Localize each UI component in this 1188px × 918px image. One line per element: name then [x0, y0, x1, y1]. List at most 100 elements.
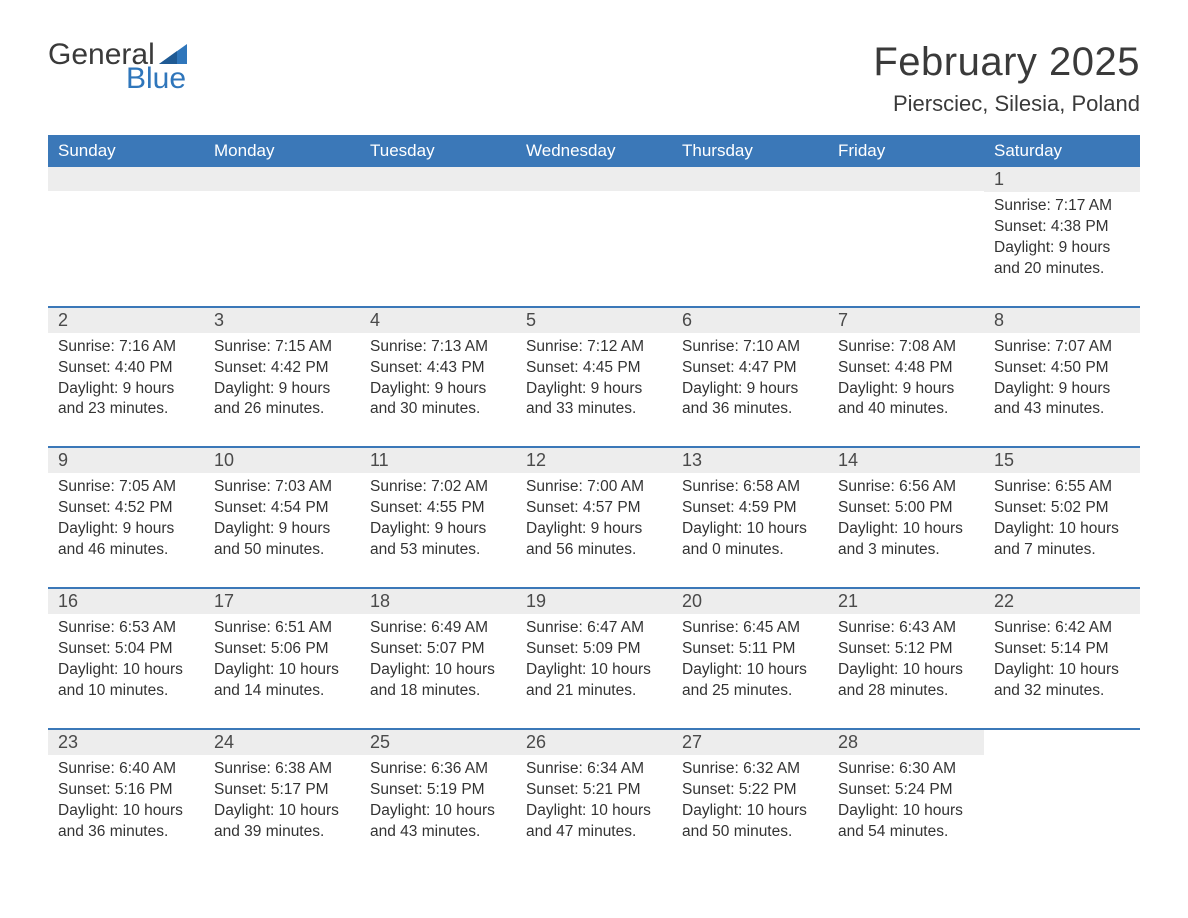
day-details: Sunrise: 7:07 AMSunset: 4:50 PMDaylight:… [984, 333, 1140, 421]
sunset-text: Sunset: 4:54 PM [214, 498, 350, 519]
day-number-empty [48, 167, 204, 191]
flag-icon [159, 44, 187, 64]
day-details: Sunrise: 6:40 AMSunset: 5:16 PMDaylight:… [48, 755, 204, 843]
sunset-text: Sunset: 5:22 PM [682, 780, 818, 801]
daylight-text: Daylight: 10 hours and 50 minutes. [682, 801, 818, 843]
day-number: 6 [672, 308, 828, 333]
sunset-text: Sunset: 4:38 PM [994, 217, 1130, 238]
day-cell-empty [360, 167, 516, 306]
day-number: 10 [204, 448, 360, 473]
daylight-text: Daylight: 10 hours and 14 minutes. [214, 660, 350, 702]
weekday-sunday: Sunday [48, 135, 204, 167]
sunrise-text: Sunrise: 6:55 AM [994, 477, 1130, 498]
day-details: Sunrise: 6:51 AMSunset: 5:06 PMDaylight:… [204, 614, 360, 702]
sunset-text: Sunset: 4:42 PM [214, 358, 350, 379]
day-cell-26: 26Sunrise: 6:34 AMSunset: 5:21 PMDayligh… [516, 730, 672, 869]
day-number: 26 [516, 730, 672, 755]
day-cell-empty [204, 167, 360, 306]
day-number-empty [672, 167, 828, 191]
sunrise-text: Sunrise: 7:07 AM [994, 337, 1130, 358]
sunrise-text: Sunrise: 6:34 AM [526, 759, 662, 780]
weekday-monday: Monday [204, 135, 360, 167]
day-number: 17 [204, 589, 360, 614]
day-cell-17: 17Sunrise: 6:51 AMSunset: 5:06 PMDayligh… [204, 589, 360, 728]
day-number: 7 [828, 308, 984, 333]
day-number-empty [204, 167, 360, 191]
sunrise-text: Sunrise: 7:05 AM [58, 477, 194, 498]
weekday-thursday: Thursday [672, 135, 828, 167]
day-number: 25 [360, 730, 516, 755]
day-cell-6: 6Sunrise: 7:10 AMSunset: 4:47 PMDaylight… [672, 308, 828, 447]
sunrise-text: Sunrise: 6:58 AM [682, 477, 818, 498]
sunrise-text: Sunrise: 6:53 AM [58, 618, 194, 639]
day-details: Sunrise: 6:53 AMSunset: 5:04 PMDaylight:… [48, 614, 204, 702]
day-details: Sunrise: 7:10 AMSunset: 4:47 PMDaylight:… [672, 333, 828, 421]
day-details: Sunrise: 6:45 AMSunset: 5:11 PMDaylight:… [672, 614, 828, 702]
day-cell-empty [672, 167, 828, 306]
daylight-text: Daylight: 9 hours and 20 minutes. [994, 238, 1130, 280]
sunrise-text: Sunrise: 6:42 AM [994, 618, 1130, 639]
month-title: February 2025 [873, 40, 1140, 85]
daylight-text: Daylight: 9 hours and 36 minutes. [682, 379, 818, 421]
day-cell-10: 10Sunrise: 7:03 AMSunset: 4:54 PMDayligh… [204, 448, 360, 587]
sunset-text: Sunset: 4:40 PM [58, 358, 194, 379]
daylight-text: Daylight: 9 hours and 23 minutes. [58, 379, 194, 421]
location: Piersciec, Silesia, Poland [873, 91, 1140, 117]
week-row: 23Sunrise: 6:40 AMSunset: 5:16 PMDayligh… [48, 728, 1140, 869]
daylight-text: Daylight: 10 hours and 28 minutes. [838, 660, 974, 702]
day-cell-16: 16Sunrise: 6:53 AMSunset: 5:04 PMDayligh… [48, 589, 204, 728]
day-number: 18 [360, 589, 516, 614]
daylight-text: Daylight: 9 hours and 43 minutes. [994, 379, 1130, 421]
logo: General Blue [48, 40, 187, 94]
sunset-text: Sunset: 4:52 PM [58, 498, 194, 519]
day-number: 1 [984, 167, 1140, 192]
sunrise-text: Sunrise: 6:49 AM [370, 618, 506, 639]
sunset-text: Sunset: 5:00 PM [838, 498, 974, 519]
day-cell-19: 19Sunrise: 6:47 AMSunset: 5:09 PMDayligh… [516, 589, 672, 728]
daylight-text: Daylight: 9 hours and 33 minutes. [526, 379, 662, 421]
day-details: Sunrise: 6:58 AMSunset: 4:59 PMDaylight:… [672, 473, 828, 561]
day-number: 13 [672, 448, 828, 473]
day-number-empty [828, 167, 984, 191]
day-number: 21 [828, 589, 984, 614]
sunrise-text: Sunrise: 6:30 AM [838, 759, 974, 780]
sunrise-text: Sunrise: 6:38 AM [214, 759, 350, 780]
daylight-text: Daylight: 9 hours and 46 minutes. [58, 519, 194, 561]
daylight-text: Daylight: 10 hours and 21 minutes. [526, 660, 662, 702]
title-block: February 2025 Piersciec, Silesia, Poland [873, 40, 1140, 117]
day-number: 24 [204, 730, 360, 755]
day-number: 23 [48, 730, 204, 755]
weekday-wednesday: Wednesday [516, 135, 672, 167]
day-number: 19 [516, 589, 672, 614]
week-row: 16Sunrise: 6:53 AMSunset: 5:04 PMDayligh… [48, 587, 1140, 728]
sunset-text: Sunset: 5:07 PM [370, 639, 506, 660]
weekday-header-row: SundayMondayTuesdayWednesdayThursdayFrid… [48, 135, 1140, 167]
daylight-text: Daylight: 10 hours and 54 minutes. [838, 801, 974, 843]
day-details: Sunrise: 6:47 AMSunset: 5:09 PMDaylight:… [516, 614, 672, 702]
daylight-text: Daylight: 9 hours and 30 minutes. [370, 379, 506, 421]
day-cell-11: 11Sunrise: 7:02 AMSunset: 4:55 PMDayligh… [360, 448, 516, 587]
sunrise-text: Sunrise: 6:51 AM [214, 618, 350, 639]
sunrise-text: Sunrise: 7:17 AM [994, 196, 1130, 217]
day-cell-25: 25Sunrise: 6:36 AMSunset: 5:19 PMDayligh… [360, 730, 516, 869]
week-row: 1 Sunrise: 7:17 AMSunset: 4:38 PMDaylight… [48, 167, 1140, 306]
sunrise-text: Sunrise: 7:02 AM [370, 477, 506, 498]
day-cell-7: 7Sunrise: 7:08 AMSunset: 4:48 PMDaylight… [828, 308, 984, 447]
day-cell-22: 22Sunrise: 6:42 AMSunset: 5:14 PMDayligh… [984, 589, 1140, 728]
sunrise-text: Sunrise: 7:16 AM [58, 337, 194, 358]
day-number: 5 [516, 308, 672, 333]
day-details: Sunrise: 7:15 AMSunset: 4:42 PMDaylight:… [204, 333, 360, 421]
daylight-text: Daylight: 9 hours and 50 minutes. [214, 519, 350, 561]
day-cell-4: 4Sunrise: 7:13 AMSunset: 4:43 PMDaylight… [360, 308, 516, 447]
sunset-text: Sunset: 4:43 PM [370, 358, 506, 379]
weekday-tuesday: Tuesday [360, 135, 516, 167]
day-number: 15 [984, 448, 1140, 473]
day-cell-20: 20Sunrise: 6:45 AMSunset: 5:11 PMDayligh… [672, 589, 828, 728]
sunset-text: Sunset: 4:48 PM [838, 358, 974, 379]
day-number: 3 [204, 308, 360, 333]
day-number: 9 [48, 448, 204, 473]
sunrise-text: Sunrise: 6:43 AM [838, 618, 974, 639]
sunrise-text: Sunrise: 7:12 AM [526, 337, 662, 358]
day-cell-14: 14Sunrise: 6:56 AMSunset: 5:00 PMDayligh… [828, 448, 984, 587]
day-details: Sunrise: 6:36 AMSunset: 5:19 PMDaylight:… [360, 755, 516, 843]
